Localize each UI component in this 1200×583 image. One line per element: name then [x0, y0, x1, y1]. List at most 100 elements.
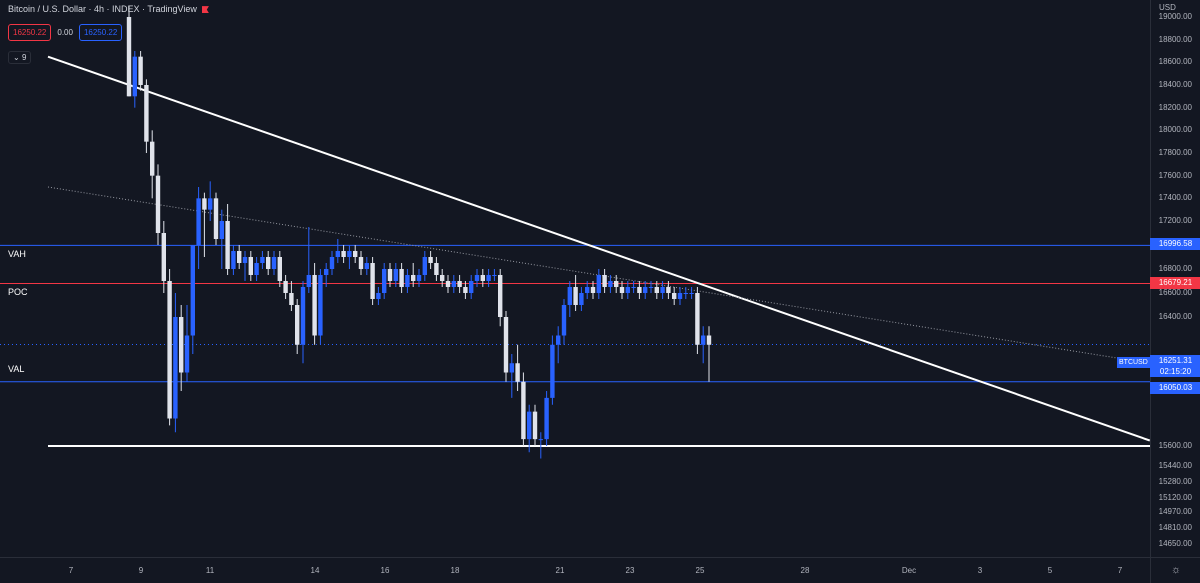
price-tick: 18800.00 — [1158, 34, 1192, 44]
buy-button[interactable]: 16250.22 — [78, 24, 123, 41]
candle-body — [393, 269, 398, 281]
candle-body — [254, 263, 259, 275]
price-tick: 17200.00 — [1158, 216, 1192, 225]
candle-body — [324, 269, 329, 275]
candle-body — [289, 293, 294, 305]
candle-body — [358, 257, 364, 269]
candle-body — [150, 141, 155, 176]
candle-body — [440, 275, 445, 281]
candle-body — [353, 251, 358, 257]
candle-body — [382, 269, 387, 293]
poc-label: POC — [8, 287, 28, 297]
time-tick: 28 — [800, 566, 810, 575]
val-price-tag: 16050.03 — [1150, 382, 1200, 394]
candle-body — [231, 251, 236, 269]
candle-body — [590, 287, 596, 293]
candle-body — [683, 293, 688, 294]
candle-body — [306, 275, 311, 287]
candle-body — [318, 275, 323, 336]
candle-body — [277, 257, 282, 281]
candle-body — [637, 287, 642, 293]
price-tick: 14970.00 — [1158, 507, 1192, 517]
time-tick: Dec — [901, 566, 917, 575]
sell-button[interactable]: 16250.22 — [8, 24, 52, 41]
candle-body — [312, 275, 317, 336]
candle-body — [509, 363, 514, 373]
candle-body — [329, 257, 335, 269]
candle-body — [579, 293, 584, 305]
symbol-tag: BTCUSD — [1117, 357, 1150, 368]
time-tick: 16 — [380, 566, 390, 575]
candle-body — [625, 287, 630, 293]
price-axis[interactable]: USD 19000.00 18800.00 18600.00 18400.00 1820… — [1150, 0, 1200, 557]
candle-body — [480, 275, 485, 281]
candle-body — [202, 198, 207, 210]
time-tick: 11 — [205, 566, 215, 575]
candle-body — [631, 287, 636, 288]
indicators-count: 9 — [21, 53, 27, 62]
price-tick: 16600.00 — [1158, 288, 1192, 297]
candle-body — [341, 251, 346, 257]
candle-body — [556, 335, 561, 345]
candle-body — [376, 293, 381, 299]
candle-body — [527, 411, 532, 440]
vah-price-tag: 16996.58 — [1150, 238, 1200, 250]
price-tick: 18200.00 — [1158, 102, 1192, 112]
trade-row: 16250.22 0.00 16250.22 — [8, 24, 123, 41]
candle-body — [184, 335, 190, 373]
candle-body — [689, 293, 694, 294]
time-tick: 14 — [310, 566, 320, 575]
candle-body — [335, 251, 340, 257]
candle-body — [486, 275, 491, 281]
candle-body — [614, 281, 619, 287]
current-price-tag: 16251.31 02:15:20 — [1150, 355, 1200, 377]
candle-body — [585, 287, 590, 293]
chart-svg[interactable] — [0, 0, 1151, 557]
candle-body — [474, 275, 480, 281]
price-tick: 14650.00 — [1158, 539, 1192, 548]
spread-value: 0.00 — [57, 28, 73, 37]
candle-body — [492, 275, 497, 276]
candle-body — [463, 287, 468, 293]
candle-body — [405, 275, 410, 287]
indicators-toggle[interactable]: ⌄ 9 — [8, 51, 32, 64]
chart-area[interactable]: Bitcoin / U.S. Dollar · 4h · INDEX · Tra… — [0, 0, 1151, 557]
candle-body — [196, 198, 201, 245]
chart-title: Bitcoin / U.S. Dollar · 4h · INDEX · Tra… — [8, 4, 209, 14]
time-axis[interactable]: 7 9 11 14 16 18 21 23 25 28 Dec 3 5 7 — [0, 557, 1150, 583]
candle-body — [155, 175, 161, 233]
candle-body — [416, 275, 422, 281]
candle-body — [138, 56, 143, 85]
time-tick: 7 — [1117, 566, 1123, 575]
candle-body — [706, 335, 712, 345]
candle-body — [347, 251, 352, 257]
candle-body — [370, 263, 375, 299]
candle-body — [544, 397, 549, 440]
candle-body — [666, 287, 671, 293]
candle-body — [208, 198, 213, 210]
gear-icon[interactable]: ☼ — [1171, 564, 1182, 576]
price-tick: 15600.00 — [1158, 441, 1192, 450]
candle-body — [434, 263, 439, 275]
time-tick: 18 — [450, 566, 460, 575]
currency-label[interactable]: USD — [1159, 3, 1176, 12]
flag-icon[interactable] — [201, 6, 209, 14]
candle-body — [422, 257, 427, 275]
candle-body — [532, 411, 538, 440]
candle-body — [550, 344, 555, 398]
price-tick: 16400.00 — [1158, 312, 1192, 321]
price-tick: 18000.00 — [1158, 125, 1192, 135]
price-tick: 18600.00 — [1158, 57, 1192, 67]
descending-trendline — [47, 55, 1151, 442]
price-tick: 19000.00 — [1158, 12, 1192, 21]
current-price: 16251.31 — [1158, 356, 1193, 365]
time-tick: 7 — [68, 566, 74, 575]
candle-body — [701, 335, 706, 345]
candle-body — [643, 287, 648, 293]
price-tick: 14810.00 — [1158, 523, 1192, 533]
candle-body — [167, 281, 172, 419]
time-tick: 3 — [977, 566, 983, 575]
candle-body — [225, 221, 230, 269]
price-tick: 15120.00 — [1158, 492, 1192, 502]
candle-body — [144, 85, 149, 142]
